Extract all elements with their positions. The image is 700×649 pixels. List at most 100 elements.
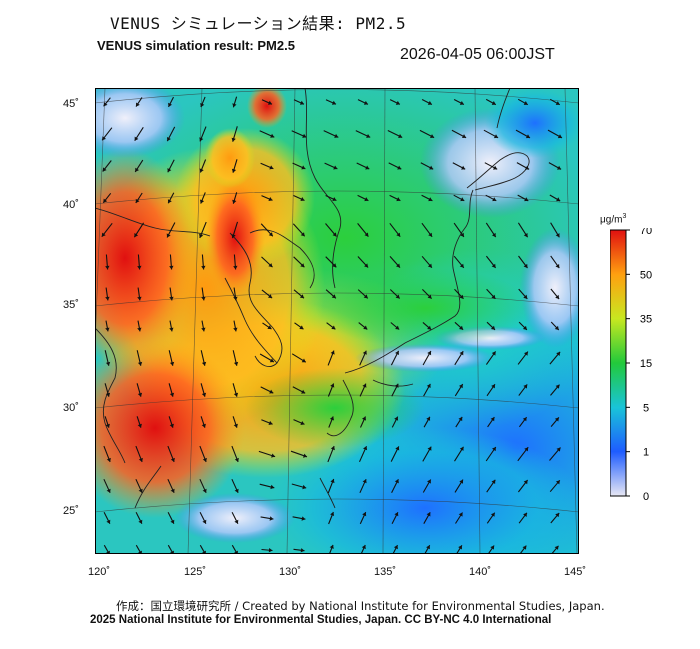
wind-arrow-head	[334, 133, 339, 138]
credit-line: 作成：国立環境研究所 / Created by National Institu…	[116, 599, 605, 613]
pm25-map	[95, 88, 579, 554]
wind-arrow-head	[105, 265, 110, 270]
wind-arrow-head	[427, 351, 432, 356]
colorbar-tick-label: 1	[643, 447, 649, 459]
wind-arrow-head	[491, 294, 496, 299]
wind-arrow-head	[522, 325, 527, 330]
wind-arrow-head	[333, 165, 338, 170]
wind-arrow-head	[137, 392, 143, 397]
colorbar-unit-sup: 3	[622, 213, 627, 220]
wind-arrow-head	[427, 263, 432, 268]
wind-arrow-head	[137, 296, 142, 301]
wind-arrow-head	[460, 197, 465, 202]
wind-arrow-head	[523, 294, 528, 299]
wind-arrow-head	[427, 325, 432, 330]
wind-arrow-head	[232, 103, 237, 108]
wind-arrow-head	[555, 294, 560, 299]
wind-arrow-head	[106, 519, 111, 524]
wind-arrow-head	[299, 325, 304, 330]
colorbar-unit: μg/m3	[600, 213, 626, 225]
wind-arrow-head	[459, 384, 463, 389]
wind-arrow-head	[201, 327, 206, 332]
wind-vectors	[101, 96, 563, 554]
wind-arrow-head	[268, 232, 273, 237]
wind-arrow-head	[105, 296, 110, 301]
wind-arrow-head	[234, 457, 239, 462]
wind-arrow-head	[393, 545, 398, 550]
wind-arrow-head	[167, 137, 171, 142]
wind-arrow-head	[363, 325, 368, 330]
wind-arrow-head	[268, 263, 273, 268]
wind-arrow-head	[169, 327, 174, 332]
wind-arrow-head	[523, 101, 528, 105]
wind-arrow-head	[331, 100, 336, 105]
wind-arrow-head	[199, 168, 204, 173]
wind-arrow-head	[396, 263, 400, 268]
wind-arrow-head	[330, 383, 335, 388]
wind-arrow-head	[492, 232, 496, 238]
wind-arrow-head	[170, 488, 175, 493]
wind-arrow-head	[201, 423, 206, 428]
wind-arrow-head	[459, 101, 464, 105]
wind-arrow-head	[459, 446, 464, 451]
wind-arrow-head	[331, 325, 336, 330]
wind-arrow-head	[492, 197, 497, 202]
wind-arrow-head	[525, 134, 530, 139]
wind-arrow-head	[301, 358, 306, 363]
wind-arrow-head	[169, 392, 175, 397]
wind-arrow-head	[135, 167, 139, 172]
wind-arrow-head	[268, 548, 273, 553]
wind-arrow-head	[490, 545, 495, 550]
wind-arrow-head	[301, 389, 306, 394]
wind-arrow-head	[101, 232, 106, 237]
wind-arrow-head	[394, 383, 399, 388]
wind-arrow-head	[394, 416, 399, 421]
wind-arrow-head	[362, 479, 367, 484]
wind-arrow-head	[462, 134, 467, 138]
wind-arrow-head	[428, 232, 433, 237]
wind-arrow-head	[330, 446, 335, 451]
wind-arrow-head	[332, 263, 337, 268]
wind-arrow-head	[491, 263, 496, 268]
wind-arrow-head	[492, 447, 496, 452]
wind-arrow-head	[232, 199, 237, 204]
wind-arrow-head	[233, 392, 239, 397]
wind-arrow-head	[554, 417, 559, 422]
wind-arrow-head	[524, 197, 529, 202]
wind-arrow-head	[200, 103, 205, 108]
wind-arrow-head	[202, 488, 207, 493]
wind-arrow-head	[329, 544, 334, 549]
wind-arrow-head	[363, 100, 368, 105]
wind-arrow-head	[169, 423, 174, 428]
wind-arrow-head	[523, 480, 528, 485]
wind-arrow-head	[332, 232, 337, 237]
wind-arrow-head	[555, 264, 560, 269]
wind-arrow-head	[459, 351, 464, 356]
license-line: 2025 National Institute for Environmenta…	[90, 614, 552, 626]
wind-arrow-head	[460, 232, 464, 237]
wind-arrow-head	[362, 350, 367, 355]
wind-arrow-head	[267, 325, 272, 330]
wind-arrow-head	[557, 165, 562, 170]
wind-arrow-head	[490, 325, 495, 330]
wind-arrow-head	[555, 101, 560, 105]
wind-arrow-head	[361, 545, 366, 550]
wind-arrow-head	[105, 392, 111, 397]
forecast-timestamp: 2026-04-05 06:00JST	[400, 46, 555, 63]
wind-arrow-head	[233, 361, 239, 366]
wind-arrow-head	[201, 392, 207, 397]
wind-arrow-head	[362, 512, 367, 517]
wind-arrow-head	[202, 457, 207, 462]
wind-arrow-head	[395, 100, 400, 105]
wind-arrow-head	[135, 198, 140, 203]
wind-arrow-head	[233, 265, 238, 270]
wind-arrow-head	[271, 453, 276, 458]
wind-arrow-head	[493, 165, 498, 170]
wind-arrow-head	[268, 197, 273, 201]
wind-arrow-head	[233, 327, 238, 332]
wind-arrow-head	[395, 325, 400, 330]
wind-arrow-head	[201, 296, 206, 301]
lat-tick-label: 45˚	[63, 98, 79, 110]
wind-arrow-head	[103, 102, 108, 107]
wind-arrow-head	[106, 457, 111, 462]
